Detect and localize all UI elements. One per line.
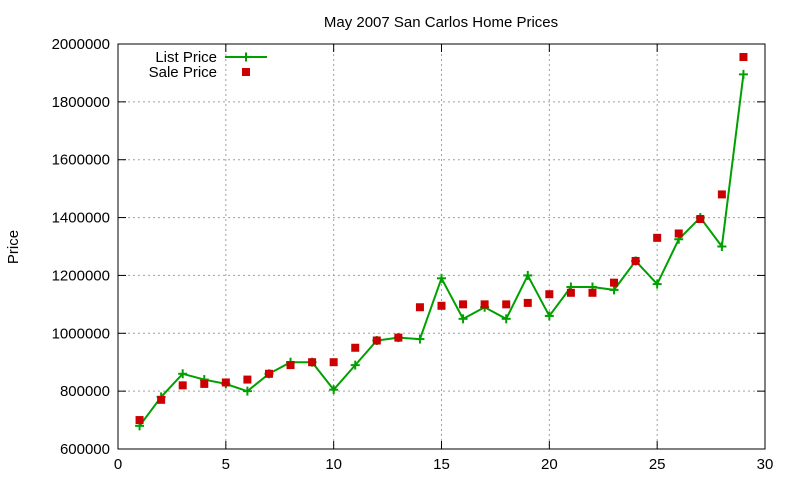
x-tick-label: 15 xyxy=(433,456,450,473)
sale-price-point xyxy=(696,215,705,224)
sale-price-point xyxy=(480,300,489,309)
sale-price-point xyxy=(739,53,748,62)
list-price-point xyxy=(738,69,748,79)
list-price-point xyxy=(717,242,727,251)
y-tick-label: 1400000 xyxy=(52,210,110,227)
list-price-point xyxy=(415,334,425,344)
sale-price-point xyxy=(415,303,424,312)
series xyxy=(135,53,748,431)
list-price-point xyxy=(523,270,533,280)
legend-label: Sale Price xyxy=(149,64,217,81)
legend-square-marker xyxy=(242,68,250,76)
list-price-point xyxy=(458,314,468,324)
list-price-point xyxy=(437,273,446,283)
sale-price-point xyxy=(308,358,317,367)
list-price-point xyxy=(242,386,252,396)
list-price-point xyxy=(544,311,554,321)
list-price-point xyxy=(178,369,188,379)
list-price-point xyxy=(329,385,339,395)
axes xyxy=(117,43,766,450)
y-tick-label: 1000000 xyxy=(52,325,110,342)
sale-price-point xyxy=(372,336,381,345)
chart-title: May 2007 San Carlos Home Prices xyxy=(324,14,558,31)
tick-labels: 600000 800000 1000000 1200000 1400000 1600000… xyxy=(52,36,774,473)
legend-label: List Price xyxy=(155,49,217,66)
legend-plus-marker xyxy=(241,52,251,62)
sale-price-point xyxy=(631,256,640,265)
sale-price-point xyxy=(178,381,187,390)
x-tick-label: 20 xyxy=(541,456,558,473)
sale-price-point xyxy=(329,358,338,367)
y-tick-label: 800000 xyxy=(60,383,110,400)
sale-price-point xyxy=(610,278,619,287)
sale-price-point xyxy=(588,288,597,297)
y-axis-label: Price xyxy=(5,230,22,264)
x-tick-label: 25 xyxy=(649,456,666,473)
y-tick-label: 1600000 xyxy=(52,152,110,169)
sale-price-point xyxy=(566,288,575,297)
list-price-point xyxy=(652,279,662,289)
list-price-point xyxy=(609,285,619,295)
x-tick-label: 0 xyxy=(114,456,122,473)
y-tick-label: 2000000 xyxy=(52,36,110,53)
series-sale-price xyxy=(135,53,748,425)
y-tick-label: 1800000 xyxy=(52,94,110,111)
legend-entry-sale-price: Sale Price xyxy=(149,64,250,81)
grid xyxy=(118,44,765,449)
sale-price-point xyxy=(221,378,230,387)
sale-price-point xyxy=(545,290,554,299)
sale-price-point xyxy=(459,300,468,309)
x-tick-label: 5 xyxy=(222,456,230,473)
sale-price-point xyxy=(437,301,446,310)
sale-price-point xyxy=(264,369,273,378)
list-price-point xyxy=(501,314,511,324)
sale-price-point xyxy=(286,361,295,370)
sale-price-point xyxy=(717,190,726,199)
sale-price-point xyxy=(135,416,144,425)
x-tick-label: 30 xyxy=(757,456,774,473)
sale-price-point xyxy=(157,395,166,404)
y-tick-label: 600000 xyxy=(60,441,110,458)
x-tick-label: 10 xyxy=(325,456,342,473)
sale-price-point xyxy=(502,300,511,309)
legend-entry-list-price: List Price xyxy=(155,49,267,66)
y-tick-label: 1200000 xyxy=(52,267,110,284)
sale-price-point xyxy=(351,343,360,352)
sale-price-point xyxy=(653,233,662,242)
list-price-point xyxy=(350,360,360,370)
sale-price-point xyxy=(674,229,683,238)
sale-price-point xyxy=(394,333,403,342)
sale-price-point xyxy=(523,298,532,307)
sale-price-point xyxy=(200,379,209,388)
sale-price-point xyxy=(243,375,252,384)
